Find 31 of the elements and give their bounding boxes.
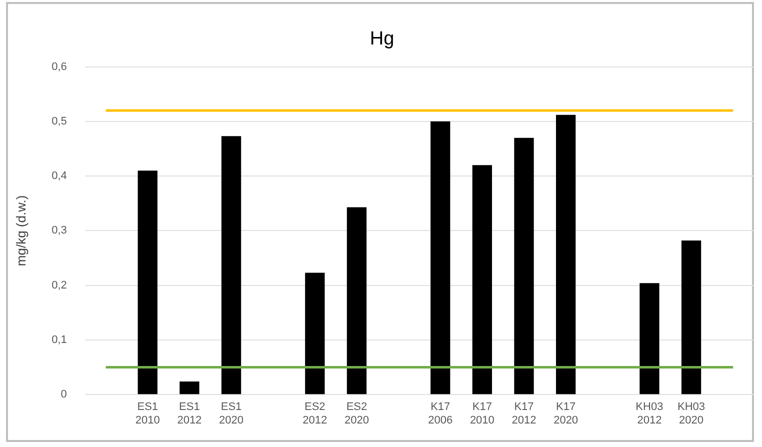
bar [514,138,534,394]
x-tick-label: ES2 2020 [344,401,369,426]
chart-title: Hg [370,28,394,50]
x-tick-label: KH03 2020 [678,401,706,426]
bar [681,240,702,394]
bar [346,207,367,394]
x-tick-label: KH03 2012 [636,401,664,426]
bar [221,136,242,394]
bar [640,283,660,394]
y-axis-title: mg/kg (d.w.) [13,195,28,266]
x-tick-label: ES1 2012 [177,401,202,426]
y-tick-label: 0,5 [52,115,67,128]
x-tick-label: K17 2012 [512,401,536,426]
x-tick-label: ES1 2010 [135,401,160,426]
y-tick-label: 0,1 [52,334,67,346]
x-tick-label: K17 2006 [428,401,453,426]
bar [472,165,492,394]
bar [556,114,576,394]
x-tick-label: K17 2020 [554,401,578,426]
bar [180,381,200,394]
x-tick-label: ES2 2012 [302,401,328,426]
bar [138,170,158,394]
x-tick-label: K17 2010 [470,401,494,426]
bar [430,121,450,394]
y-tick-label: 0,3 [52,224,67,237]
y-tick-label: 0 [60,388,67,401]
bar [305,272,325,394]
y-tick-label: 0,4 [52,170,67,182]
y-tick-label: 0,6 [52,60,67,73]
x-tick-label: ES1 2020 [219,401,244,426]
y-tick-label: 0,2 [52,279,67,292]
